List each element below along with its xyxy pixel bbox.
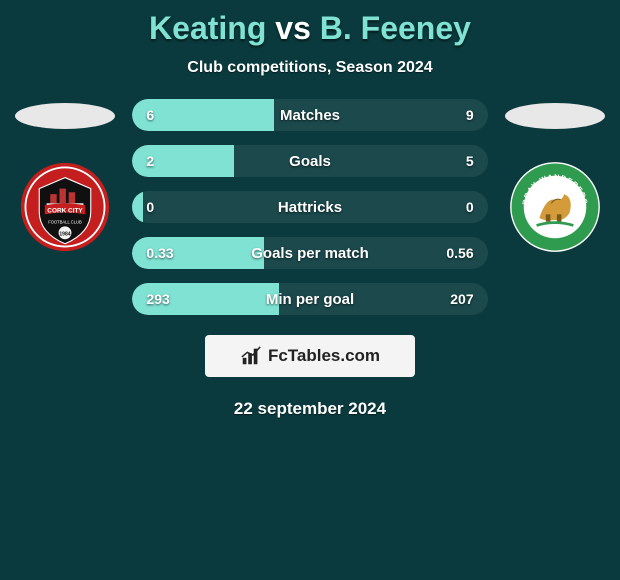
stat-right-value: 0 — [466, 191, 474, 223]
watermark-text: FcTables.com — [268, 346, 380, 366]
player-left-silhouette — [15, 103, 115, 129]
club-right-crest: BRAY WANDERERS — [509, 161, 601, 253]
svg-text:1984: 1984 — [60, 232, 71, 238]
stat-row: 2Goals5 — [132, 145, 487, 177]
club-left-crest: CORK CITY FOOTBALL CLUB 1984 — [19, 161, 111, 253]
right-side: BRAY WANDERERS — [496, 99, 614, 253]
watermark: FcTables.com — [205, 335, 415, 377]
bray-wanderers-crest-icon: BRAY WANDERERS — [509, 161, 601, 253]
bar-chart-icon — [240, 345, 262, 367]
infographic-container: Keating vs B. Feeney Club competitions, … — [0, 0, 620, 419]
left-side: CORK CITY FOOTBALL CLUB 1984 — [6, 99, 124, 253]
comparison-title: Keating vs B. Feeney — [0, 10, 620, 47]
stat-label: Goals per match — [132, 237, 487, 269]
stat-right-value: 9 — [466, 99, 474, 131]
player-left-name: Keating — [149, 10, 266, 46]
stat-label: Goals — [132, 145, 487, 177]
stat-row: 293Min per goal207 — [132, 283, 487, 315]
svg-text:FOOTBALL CLUB: FOOTBALL CLUB — [48, 220, 82, 225]
stats-column: 6Matches9 2Goals5 0Hattricks0 0.33Goals per… — [132, 99, 487, 315]
stat-right-value: 0.56 — [446, 237, 473, 269]
date-text: 22 september 2024 — [0, 399, 620, 419]
svg-text:CORK CITY: CORK CITY — [48, 208, 84, 215]
player-right-name: B. Feeney — [320, 10, 471, 46]
subtitle: Club competitions, Season 2024 — [0, 59, 620, 77]
stat-label: Matches — [132, 99, 487, 131]
stat-right-value: 5 — [466, 145, 474, 177]
stat-label: Hattricks — [132, 191, 487, 223]
stat-row: 0.33Goals per match0.56 — [132, 237, 487, 269]
stat-label: Min per goal — [132, 283, 487, 315]
stat-row: 0Hattricks0 — [132, 191, 487, 223]
columns: CORK CITY FOOTBALL CLUB 1984 6Matches9 2G… — [0, 99, 620, 315]
stat-row: 6Matches9 — [132, 99, 487, 131]
stat-right-value: 207 — [450, 283, 473, 315]
vs-separator: vs — [275, 10, 311, 46]
player-right-silhouette — [505, 103, 605, 129]
cork-city-crest-icon: CORK CITY FOOTBALL CLUB 1984 — [19, 161, 111, 253]
